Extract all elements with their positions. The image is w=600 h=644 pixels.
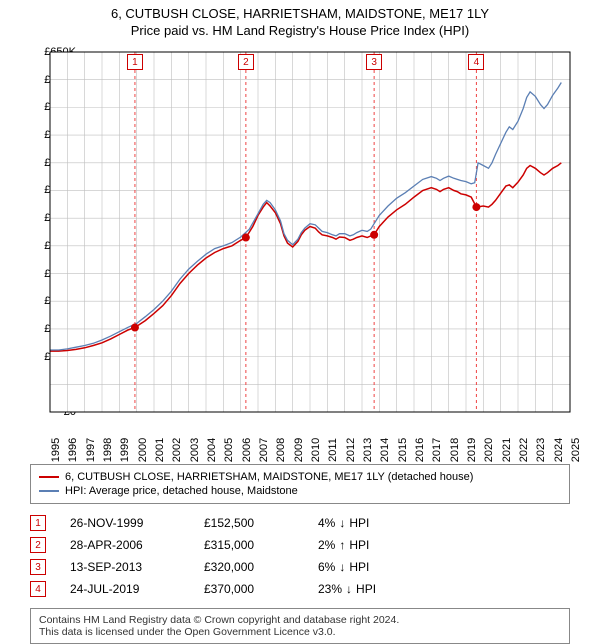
x-tick-label: 2006 xyxy=(241,438,253,462)
x-tick-label: 2004 xyxy=(206,438,218,462)
x-tick-label: 2003 xyxy=(189,438,201,462)
x-tick-label: 2021 xyxy=(501,438,513,462)
transaction-date: 24-JUL-2019 xyxy=(70,582,180,596)
x-tick-label: 1996 xyxy=(67,438,79,462)
x-tick-label: 2022 xyxy=(518,438,530,462)
x-tick-label: 1995 xyxy=(50,438,62,462)
x-tick-label: 1998 xyxy=(102,438,114,462)
legend-label: 6, CUTBUSH CLOSE, HARRIETSHAM, MAIDSTONE… xyxy=(65,471,473,483)
transaction-number-box: 3 xyxy=(30,559,46,575)
footer-line: Contains HM Land Registry data © Crown c… xyxy=(39,614,561,626)
transaction-row: 4 24-JUL-2019 £370,000 23%↓HPI xyxy=(30,578,570,600)
chart-sale-marker: 1 xyxy=(127,54,143,70)
x-tick-label: 2005 xyxy=(223,438,235,462)
x-tick-label: 1999 xyxy=(119,438,131,462)
x-tick-label: 2014 xyxy=(379,438,391,462)
x-tick-label: 2008 xyxy=(275,438,287,462)
chart-sale-marker: 4 xyxy=(468,54,484,70)
transaction-date: 13-SEP-2013 xyxy=(70,560,180,574)
x-tick-label: 2012 xyxy=(345,438,357,462)
footer-line: This data is licensed under the Open Gov… xyxy=(39,626,561,638)
transaction-date: 26-NOV-1999 xyxy=(70,516,180,530)
line-chart xyxy=(40,42,580,422)
legend-label: HPI: Average price, detached house, Maid… xyxy=(65,485,298,497)
transaction-diff: 2%↑HPI xyxy=(318,538,418,552)
title-subtitle: Price paid vs. HM Land Registry's House … xyxy=(0,23,600,38)
x-tick-label: 2017 xyxy=(431,438,443,462)
x-tick-label: 2024 xyxy=(553,438,565,462)
chart-container: 6, CUTBUSH CLOSE, HARRIETSHAM, MAIDSTONE… xyxy=(0,0,600,620)
x-tick-label: 2010 xyxy=(310,438,322,462)
transaction-number-box: 4 xyxy=(30,581,46,597)
x-tick-label: 2011 xyxy=(327,438,339,462)
chart-sale-marker: 2 xyxy=(238,54,254,70)
footer: Contains HM Land Registry data © Crown c… xyxy=(30,608,570,644)
transaction-diff: 23%↓HPI xyxy=(318,582,418,596)
x-tick-label: 2018 xyxy=(449,438,461,462)
title-address: 6, CUTBUSH CLOSE, HARRIETSHAM, MAIDSTONE… xyxy=(0,6,600,21)
transaction-number-box: 1 xyxy=(30,515,46,531)
transaction-date: 28-APR-2006 xyxy=(70,538,180,552)
x-tick-label: 2019 xyxy=(466,438,478,462)
x-tick-label: 2007 xyxy=(258,438,270,462)
legend-item-property: 6, CUTBUSH CLOSE, HARRIETSHAM, MAIDSTONE… xyxy=(39,470,561,484)
transaction-number-box: 2 xyxy=(30,537,46,553)
legend-item-hpi: HPI: Average price, detached house, Maid… xyxy=(39,484,561,498)
x-tick-label: 2023 xyxy=(535,438,547,462)
x-tick-label: 2015 xyxy=(397,438,409,462)
x-tick-label: 2000 xyxy=(137,438,149,462)
transaction-row: 3 13-SEP-2013 £320,000 6%↓HPI xyxy=(30,556,570,578)
transaction-price: £315,000 xyxy=(204,538,294,552)
transaction-row: 2 28-APR-2006 £315,000 2%↑HPI xyxy=(30,534,570,556)
transaction-price: £152,500 xyxy=(204,516,294,530)
legend: 6, CUTBUSH CLOSE, HARRIETSHAM, MAIDSTONE… xyxy=(30,464,570,504)
x-tick-label: 2020 xyxy=(483,438,495,462)
legend-swatch xyxy=(39,490,59,492)
legend-swatch xyxy=(39,476,59,478)
transaction-price: £370,000 xyxy=(204,582,294,596)
transaction-diff: 4%↓HPI xyxy=(318,516,418,530)
x-tick-label: 2016 xyxy=(414,438,426,462)
x-tick-label: 2009 xyxy=(293,438,305,462)
title-block: 6, CUTBUSH CLOSE, HARRIETSHAM, MAIDSTONE… xyxy=(0,0,600,38)
transactions-table: 1 26-NOV-1999 £152,500 4%↓HPI 2 28-APR-2006 £3… xyxy=(30,512,570,600)
x-axis-labels: 1995199619971998199920002001200220032004… xyxy=(40,422,600,458)
x-tick-label: 2002 xyxy=(171,438,183,462)
transaction-row: 1 26-NOV-1999 £152,500 4%↓HPI xyxy=(30,512,570,534)
chart-area: £0£50K£100K£150K£200K£250K£300K£350K£400… xyxy=(40,42,600,422)
transaction-price: £320,000 xyxy=(204,560,294,574)
x-tick-label: 2013 xyxy=(362,438,374,462)
x-tick-label: 1997 xyxy=(85,438,97,462)
x-tick-label: 2001 xyxy=(154,438,166,462)
chart-sale-marker: 3 xyxy=(366,54,382,70)
transaction-diff: 6%↓HPI xyxy=(318,560,418,574)
x-tick-label: 2025 xyxy=(570,438,582,462)
